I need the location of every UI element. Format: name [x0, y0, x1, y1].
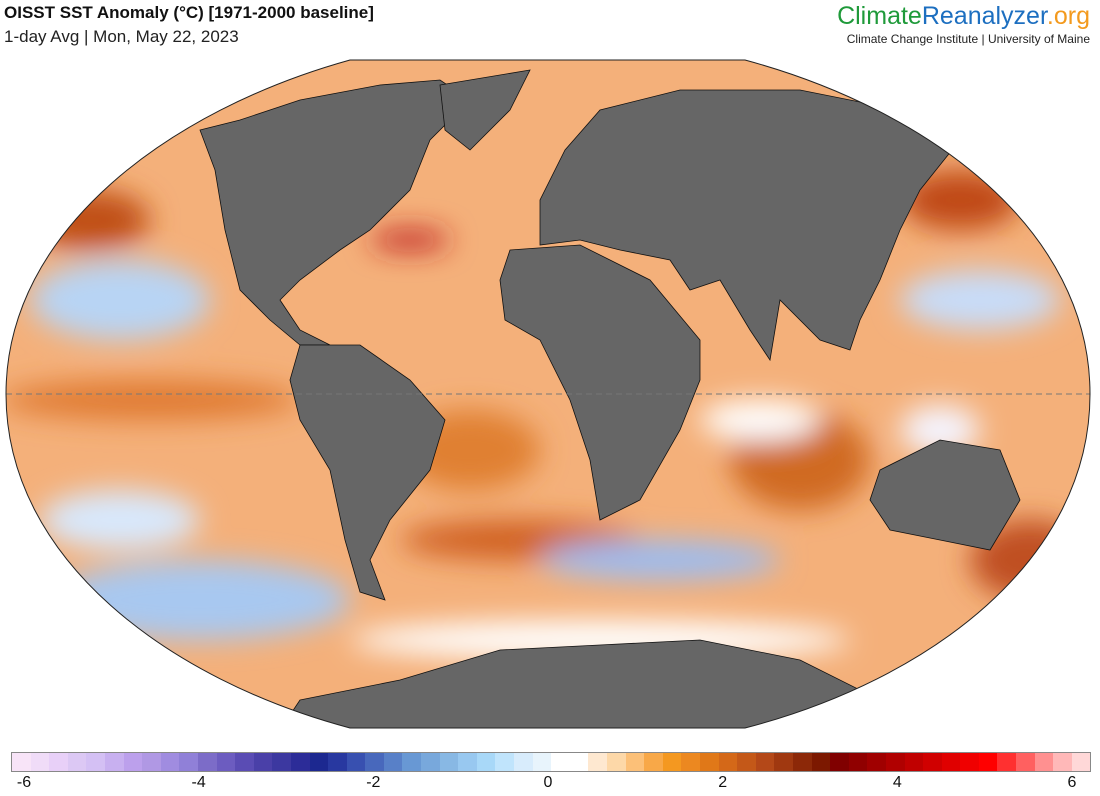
colorbar-swatch — [328, 753, 347, 771]
colorbar-swatch — [923, 753, 942, 771]
colorbar-swatch — [365, 753, 384, 771]
colorbar-swatch — [253, 753, 273, 771]
colorbar-swatch — [792, 753, 812, 771]
colorbar-swatch — [86, 753, 105, 771]
colorbar-swatch — [830, 753, 849, 771]
colorbar-swatch — [179, 753, 198, 771]
logo[interactable]: ClimateReanalyzer.org — [837, 2, 1090, 31]
colorbar-tick-label: 4 — [892, 774, 902, 791]
colorbar-tick-label: 0 — [543, 774, 553, 791]
colorbar-tick-label: 6 — [1067, 774, 1077, 791]
colorbar-swatch — [1016, 753, 1035, 771]
eurasia — [539, 89, 961, 362]
colorbar-swatch — [160, 753, 180, 771]
colorbar-swatch — [439, 753, 459, 771]
logo-climate: Climate — [837, 2, 922, 30]
colorbar-swatch — [12, 753, 31, 771]
colorbar-swatch — [662, 753, 682, 771]
colorbar-swatch — [197, 753, 217, 771]
colorbar-swatch — [885, 753, 905, 771]
colorbar-swatch — [476, 753, 496, 771]
colorbar-swatch — [272, 753, 291, 771]
colorbar-swatch — [867, 753, 886, 771]
south-america — [289, 344, 446, 601]
colorbar-tick-label: 2 — [718, 774, 728, 791]
colorbar-swatch — [235, 753, 254, 771]
map-title: OISST SST Anomaly (°C) [1971-2000 baseli… — [4, 3, 374, 22]
north-america — [199, 79, 471, 346]
colorbar-swatch — [104, 753, 124, 771]
colorbar-swatch — [811, 753, 831, 771]
colorbar-swatch — [49, 753, 68, 771]
colorbar-swatch — [681, 753, 700, 771]
land — [199, 69, 1021, 728]
colorbar-swatch — [216, 753, 236, 771]
colorbar-swatch — [346, 753, 366, 771]
colorbar-swatch — [383, 753, 403, 771]
logo-reanalyzer: Reanalyzer — [921, 2, 1047, 30]
colorbar-swatch — [718, 753, 738, 771]
colorbar-tick-label: -6 — [16, 774, 32, 791]
colorbar-swatch — [607, 753, 626, 771]
colorbar-swatch — [30, 753, 50, 771]
colorbar-swatch — [421, 753, 440, 771]
colorbar-swatch — [774, 753, 793, 771]
colorbar-swatch — [588, 753, 607, 771]
colorbar-swatch — [514, 753, 533, 771]
colorbar-swatch — [290, 753, 310, 771]
colorbar-swatch — [1053, 753, 1072, 771]
sst-anomaly-map — [5, 59, 1091, 729]
colorbar-swatch — [569, 753, 589, 771]
colorbar-swatch — [644, 753, 663, 771]
logo-org: .org — [1046, 2, 1090, 30]
colorbar-swatch — [904, 753, 924, 771]
colorbar-swatch — [960, 753, 979, 771]
colorbar-swatch — [978, 753, 998, 771]
greenland — [439, 69, 531, 151]
colorbar-tick-label: -2 — [366, 774, 381, 791]
colorbar-swatch — [123, 753, 143, 771]
colorbar-swatch — [309, 753, 329, 771]
map-border — [5, 59, 1091, 729]
colorbar-swatch — [625, 753, 645, 771]
colorbar-swatch — [755, 753, 775, 771]
colorbar-swatch — [458, 753, 477, 771]
colorbar — [11, 752, 1091, 772]
colorbar-swatch — [495, 753, 515, 771]
colorbar-swatch — [142, 753, 161, 771]
colorbar-swatch — [699, 753, 719, 771]
colorbar-swatch — [67, 753, 87, 771]
antarctica — [279, 639, 861, 728]
africa — [499, 244, 701, 521]
colorbar-tick-label: -4 — [191, 774, 206, 791]
australia — [869, 439, 1021, 551]
colorbar-swatch — [737, 753, 756, 771]
colorbar-swatch — [941, 753, 961, 771]
colorbar-swatch — [1034, 753, 1054, 771]
map-subtitle: 1-day Avg | Mon, May 22, 2023 — [4, 27, 239, 46]
colorbar-swatch — [532, 753, 552, 771]
colorbar-swatch — [848, 753, 868, 771]
colorbar-swatch — [402, 753, 422, 771]
institute-label: Climate Change Institute | University of… — [846, 32, 1090, 46]
colorbar-swatch — [1071, 753, 1091, 771]
colorbar-swatch — [997, 753, 1017, 771]
colorbar-swatch — [551, 753, 570, 771]
